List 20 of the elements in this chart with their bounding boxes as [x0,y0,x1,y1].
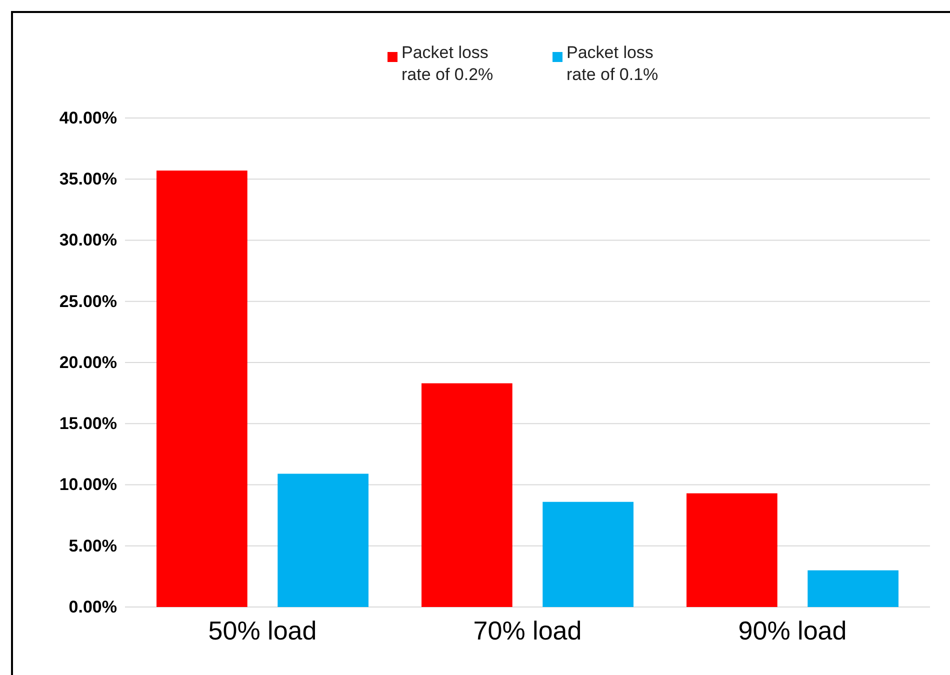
bar [156,170,248,607]
bar [542,502,634,607]
y-tick-label: 30.00% [59,230,117,250]
y-tick-label: 10.00% [59,475,117,494]
legend-label: Packet loss rate of 0.2% [402,43,494,84]
y-tick-label: 25.00% [59,292,117,311]
y-tick-label: 40.00% [59,108,117,128]
y-tick-label: 5.00% [68,536,117,556]
bar [422,383,512,607]
bar [278,474,368,607]
y-tick-label: 35.00% [59,170,117,189]
x-tick-label: 90% load [738,615,847,646]
x-tick-label: 70% load [473,615,582,646]
x-tick-label: 50% load [208,615,317,646]
y-tick-label: 0.00% [68,597,117,616]
y-tick-label: 20.00% [59,352,117,372]
legend-label: Packet loss rate of 0.1% [566,43,658,84]
bar [808,570,898,607]
y-tick-label: 15.00% [59,414,117,434]
bar [686,493,778,607]
